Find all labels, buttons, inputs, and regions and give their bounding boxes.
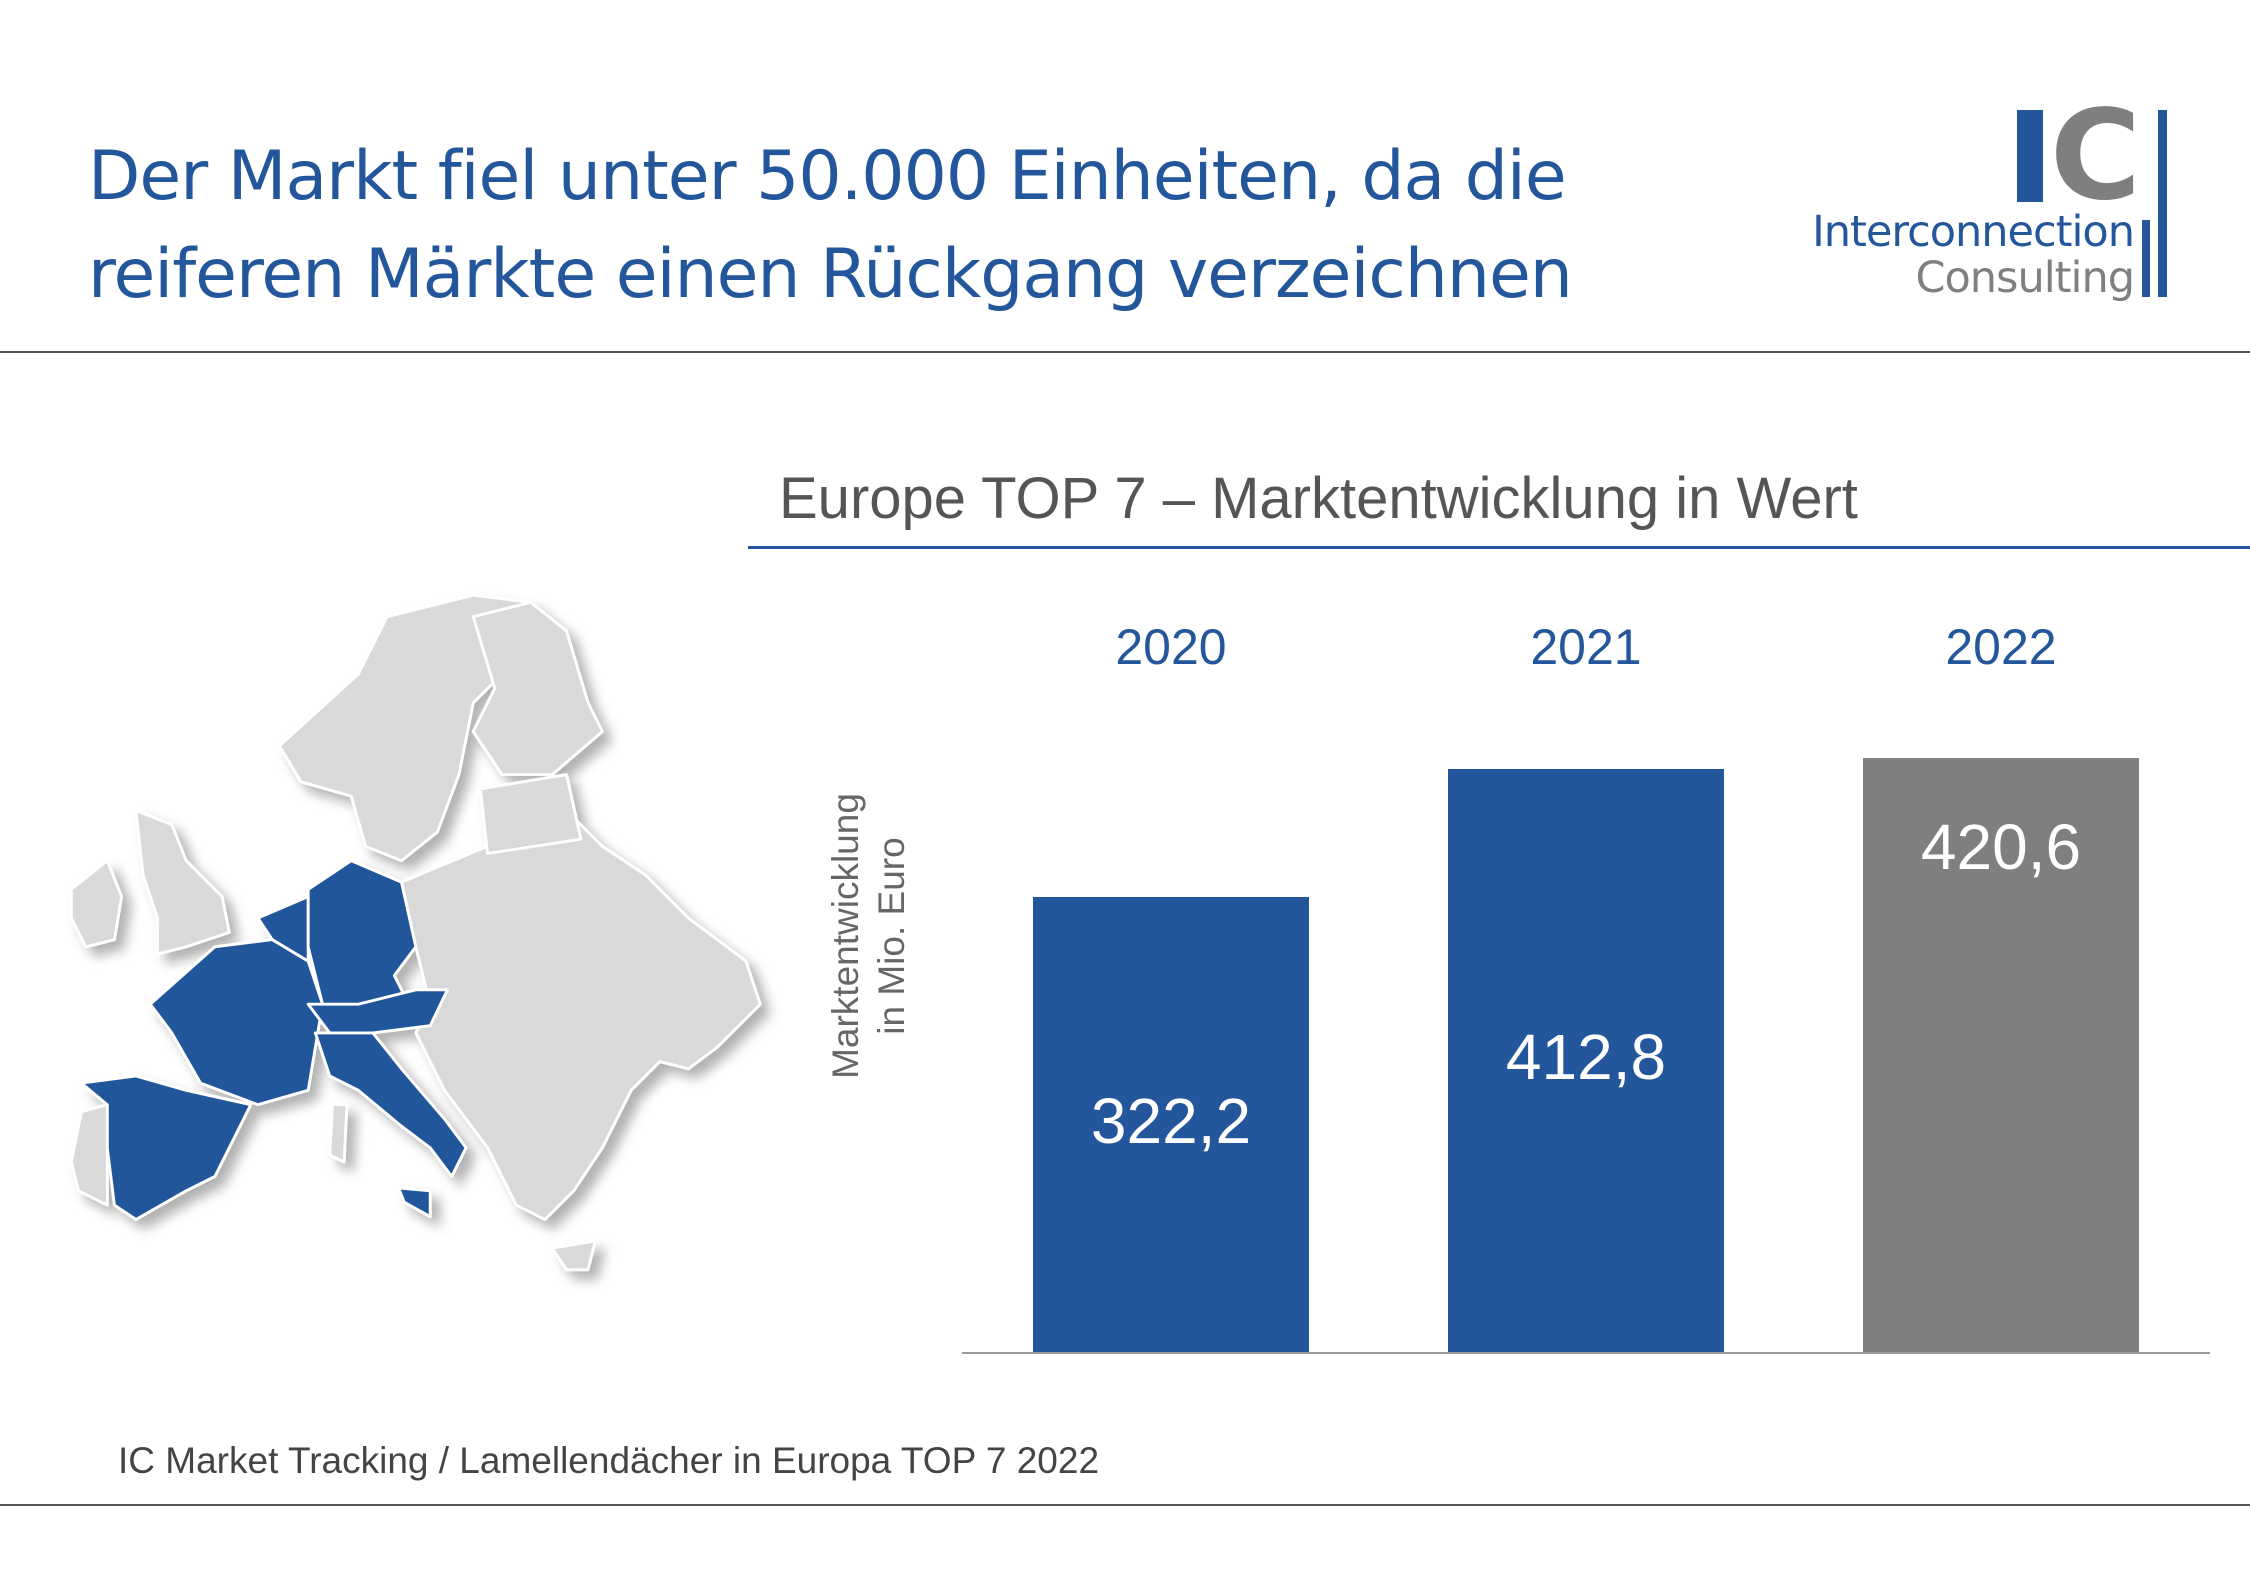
map-country-eastern-europe: [400, 816, 762, 1221]
map-country-italy: [313, 1031, 468, 1178]
europe-map: [69, 593, 762, 1272]
logo-i-mark: [2017, 110, 2043, 202]
map-island-crete: [550, 1239, 597, 1272]
title-line-1: Der Markt fiel unter 50.000 Einheiten, d…: [88, 137, 1567, 216]
bar-2020: [1033, 896, 1309, 1352]
data-label: 412,8: [1505, 1021, 1667, 1094]
footer-divider: [0, 1504, 2250, 1506]
logo-text-2: Consulting: [1915, 253, 2135, 303]
map-country-germany: [306, 859, 418, 1013]
company-logo: C Interconnection Consulting: [1790, 84, 2170, 315]
title-line-2: reiferen Märkte einen Rückgang verzeichn…: [88, 235, 1573, 314]
map-country-scandinavia: [278, 593, 533, 863]
x-tick-label: 2021: [1530, 619, 1642, 675]
map-island-corsica-sardinia: [328, 1103, 349, 1164]
logo-bar: [2142, 220, 2150, 297]
x-axis-line: [962, 1352, 2210, 1354]
page-title: Der Markt fiel unter 50.000 Einheiten, d…: [88, 128, 1688, 324]
y-axis-label-line-2: in Mio. Euro: [871, 837, 912, 1035]
logo-bar: [2158, 110, 2167, 297]
map-country-portugal: [69, 1103, 109, 1207]
x-tick-label: 2020: [1115, 619, 1227, 675]
y-axis-label: Marktentwicklung in Mio. Euro: [823, 793, 915, 1079]
x-tick-label: 2022: [1945, 619, 2057, 675]
data-label: 420,6: [1920, 810, 2082, 883]
source-footer: IC Market Tracking / Lamellendächer in E…: [118, 1440, 1100, 1481]
map-country-baltics: [478, 773, 583, 855]
chart-title-underline: [748, 546, 2250, 549]
map-country-france: [148, 938, 324, 1107]
y-axis-label-line-1: Marktentwicklung: [825, 793, 866, 1079]
map-country-sicily: [397, 1186, 432, 1219]
bar-2021: [1448, 768, 1724, 1352]
chart-title: Europe TOP 7 – Marktentwicklung in Wert: [779, 466, 1858, 531]
map-country-finland: [471, 600, 604, 777]
logo-text-1: Interconnection: [1812, 207, 2135, 257]
data-label: 322,2: [1090, 1085, 1252, 1158]
map-country-ireland: [69, 859, 124, 949]
header-divider: [0, 351, 2250, 353]
logo-c-mark: C: [2050, 84, 2142, 228]
bar-2022: [1863, 757, 2139, 1352]
map-country-benelux: [256, 895, 310, 963]
map-country-uk: [134, 809, 231, 956]
